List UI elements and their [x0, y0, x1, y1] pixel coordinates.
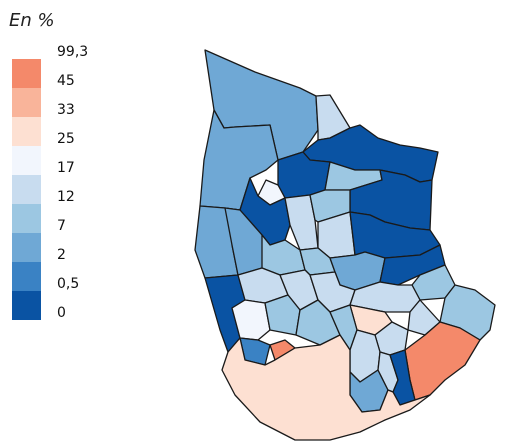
map-legend: En % 99,3 45 33 25 17 12 7 2 0,5 0: [0, 0, 120, 330]
map-district[interactable]: [404, 321, 481, 401]
legend-swatch-2-7: [12, 233, 41, 262]
map-district[interactable]: [199, 109, 279, 211]
legend-swatch-05-2: [12, 262, 41, 291]
legend-swatch-17-25: [12, 146, 41, 175]
legend-break-label: 0: [57, 305, 66, 321]
legend-swatch-0-05: [12, 291, 41, 320]
legend-swatch-45-99: [12, 59, 41, 88]
legend-break-label: 12: [57, 189, 75, 205]
legend-swatch-12-17: [12, 175, 41, 204]
legend-break-label: 0,5: [57, 276, 80, 292]
legend-title: En %: [9, 10, 55, 31]
legend-break-label: 7: [57, 218, 66, 234]
legend-break-label: 17: [57, 160, 75, 176]
legend-swatch-33-45: [12, 88, 41, 117]
legend-break-label: 25: [57, 131, 75, 147]
map-district[interactable]: [221, 334, 431, 441]
legend-swatch-25-33: [12, 117, 41, 146]
legend-swatch-7-12: [12, 204, 41, 233]
legend-break-label: 2: [57, 247, 66, 263]
legend-break-label: 33: [57, 102, 75, 118]
legend-break-label: 45: [57, 73, 75, 89]
legend-break-label: 99,3: [57, 44, 89, 60]
